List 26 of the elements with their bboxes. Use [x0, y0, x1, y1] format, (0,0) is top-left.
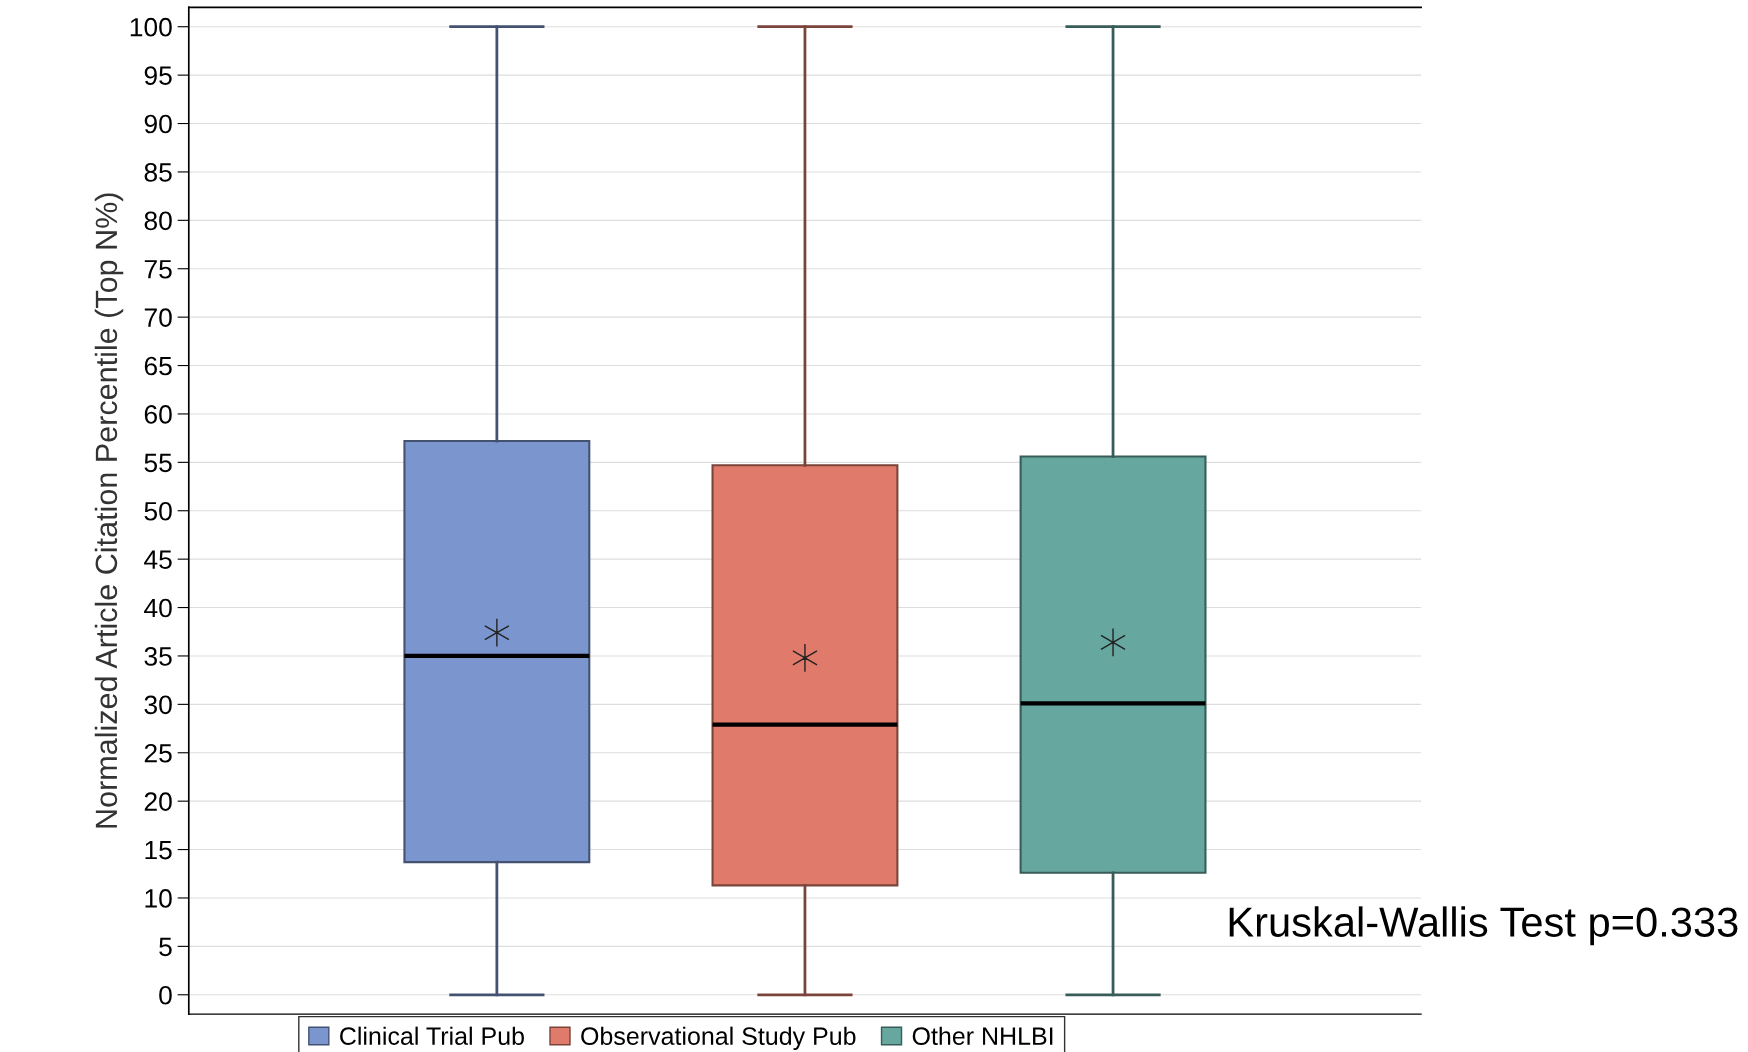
y-tick-label: 80 [144, 211, 172, 231]
y-tick-label: 30 [144, 695, 172, 715]
y-tick-label: 5 [159, 937, 172, 957]
y-tick-label: 60 [144, 405, 172, 424]
y-tick-label: 55 [144, 453, 172, 473]
y-tick-label: 100 [130, 17, 172, 37]
y-tick-label: 0 [159, 985, 172, 1005]
y-axis-title: Normalized Article Citation Percentile (Top N%) [94, 193, 124, 828]
y-tick-label: 70 [144, 308, 172, 327]
y-tick-label: 65 [144, 356, 172, 376]
y-tick-label: 15 [145, 840, 172, 860]
legend-label: Other NHLBI [912, 1026, 1053, 1045]
annotation: Kruskal-Wallis Test p=0.333 [1229, 906, 1738, 946]
legend-label: Clinical Trial Pub [340, 1026, 524, 1045]
y-tick-label: 10 [145, 889, 172, 908]
y-tick-label: 35 [144, 647, 172, 666]
y-tick-label: 50 [144, 501, 172, 521]
y-tick-label: 85 [144, 163, 172, 182]
y-tick-label: 45 [144, 550, 172, 569]
y-tick-label: 95 [144, 66, 172, 85]
y-tick-label: 25 [144, 743, 172, 763]
y-tick-label: 40 [144, 598, 172, 618]
y-tick-label: 75 [144, 260, 172, 279]
legend-label: Observational Study Pub [581, 1026, 856, 1050]
y-tick-label: 90 [144, 114, 172, 134]
y-tick-label: 20 [144, 792, 172, 811]
